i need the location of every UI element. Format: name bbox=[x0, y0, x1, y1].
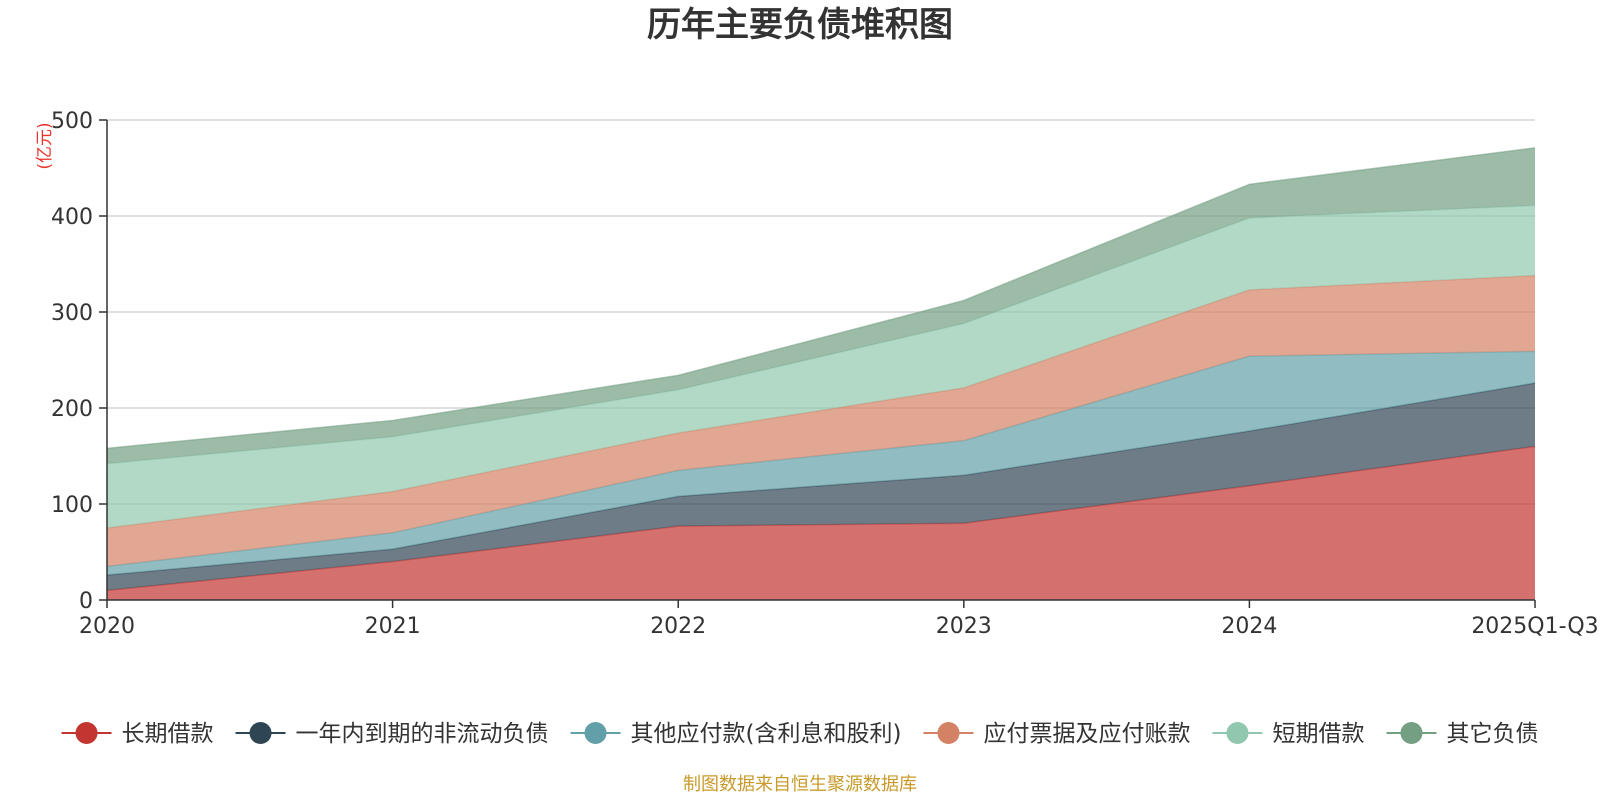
area-series-6 bbox=[107, 147, 1535, 464]
legend[interactable]: 长期借款 一年内到期的非流动负债 其他应付款(含利息和股利) 应付票据及应付账款 短期借… bbox=[61, 721, 1539, 747]
data-source-note: 制图数据来自恒生聚源数据库 bbox=[683, 774, 917, 795]
area-series-5 bbox=[107, 205, 1535, 528]
area-series-group bbox=[106, 147, 1536, 600]
x-tick-label-0: 2020 bbox=[79, 614, 135, 639]
legend-label: 短期借款 bbox=[1272, 721, 1364, 747]
legend-marker-circle bbox=[937, 722, 960, 744]
y-tick-label-300: 300 bbox=[51, 301, 93, 326]
area-series-6-edge-line bbox=[106, 147, 1536, 450]
legend-marker-circle bbox=[1400, 722, 1423, 744]
y-axis-unit-label: (亿元) bbox=[35, 122, 55, 169]
legend-marker-circle bbox=[249, 722, 272, 744]
x-tick-label-2: 2022 bbox=[650, 614, 706, 639]
legend-item-4[interactable]: 应付票据及应付账款 bbox=[923, 721, 1190, 747]
legend-item-5[interactable]: 短期借款 bbox=[1212, 721, 1364, 747]
legend-marker-circle bbox=[75, 722, 98, 744]
x-tick-label-4: 2024 bbox=[1221, 614, 1277, 639]
y-tick-label-100: 100 bbox=[51, 493, 93, 518]
legend-item-2[interactable]: 一年内到期的非流动负债 bbox=[235, 721, 549, 747]
area-series-3 bbox=[107, 351, 1535, 576]
legend-label: 其他应付款(含利息和股利) bbox=[631, 721, 902, 747]
legend-item-1[interactable]: 长期借款 bbox=[61, 721, 214, 747]
x-tick-label-5: 2025Q1-Q3 bbox=[1471, 614, 1598, 639]
legend-label: 其它负债 bbox=[1446, 721, 1538, 747]
x-tick-label-1: 2021 bbox=[365, 614, 421, 639]
area-series-4 bbox=[107, 275, 1535, 567]
x-tick-label-3: 2023 bbox=[936, 614, 992, 639]
legend-label: 一年内到期的非流动负债 bbox=[296, 721, 549, 747]
axes: 0 100 200 300 400 500 2020 2021 2022 2023 2024 2025… bbox=[51, 109, 1599, 639]
legend-item-6[interactable]: 其它负债 bbox=[1386, 721, 1538, 747]
legend-marker-circle bbox=[584, 722, 607, 744]
area-series-1 bbox=[107, 446, 1535, 600]
area-series-2 bbox=[107, 383, 1535, 591]
legend-item-3[interactable]: 其他应付款(含利息和股利) bbox=[570, 721, 902, 747]
y-tick-label-200: 200 bbox=[51, 397, 93, 422]
y-tick-label-500: 500 bbox=[51, 109, 93, 134]
legend-label: 应付票据及应付账款 bbox=[983, 721, 1190, 747]
legend-marker-circle bbox=[1226, 722, 1249, 744]
y-tick-label-400: 400 bbox=[51, 205, 93, 230]
chart-title: 历年主要负债堆积图 bbox=[647, 5, 953, 45]
legend-label: 长期借款 bbox=[122, 721, 214, 747]
y-tick-label-0: 0 bbox=[79, 589, 93, 614]
